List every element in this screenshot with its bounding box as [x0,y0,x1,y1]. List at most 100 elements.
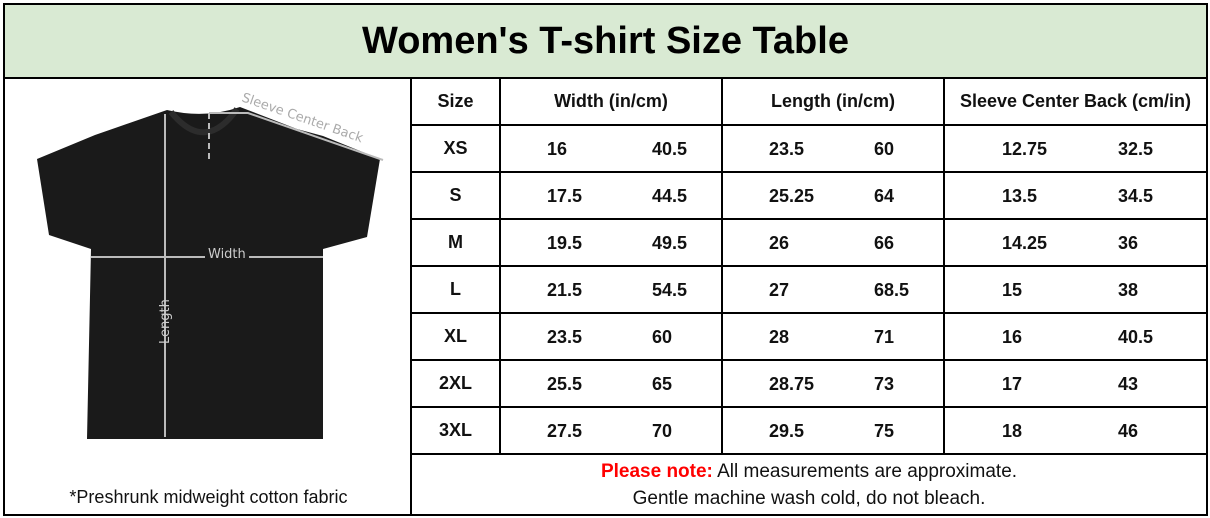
value-l-in: 27 [769,280,790,300]
value-w-cm: 60 [652,327,673,347]
cell-c0: XL [412,314,501,359]
value-size: S [449,185,462,205]
note-line-2: Gentle machine wash cold, do not bleach. [632,488,986,509]
value-l-in: 29.5 [769,421,805,441]
value-l-cm: 68.5 [874,280,910,300]
value-l-cm: 71 [874,327,895,347]
value-size: 3XL [438,420,472,440]
value-w-in: 16 [547,139,568,159]
cell-c0: M [412,220,501,265]
value-s-b: 32.5 [1118,139,1154,159]
cell-c2: 26 66 [723,220,945,265]
value-l-cm: 73 [874,374,895,394]
note-line-1: All measurements are approximate. [717,461,1018,482]
tshirt-illustration-panel: Sleeve Center Back Width Length *Preshru… [5,79,412,514]
page-title: Women's T-shirt Size Table [5,5,1206,79]
cell-c1: 21.5 54.5 [501,267,723,312]
value-s-a: 12.75 [1002,139,1048,159]
cell-c3: 12.75 32.5 [945,126,1206,171]
value-s-b: 36 [1118,233,1139,253]
value-w-cm: 49.5 [652,233,688,253]
value-s-b: 38 [1118,280,1139,300]
cell-c1: 27.5 70 [501,408,723,453]
value-l-in: 26 [769,233,790,253]
note-label: Please note: [600,461,713,482]
value-w-in: 25.5 [547,374,583,394]
table-row: M 19.5 49.5 26 66 14.25 36 [412,220,1206,267]
value-w-in: 19.5 [547,233,583,253]
cell-c0: 3XL [412,408,501,453]
table-row: 3XL 27.5 70 29.5 75 18 46 [412,408,1206,455]
value-size: L [450,279,461,299]
header-size: Size [412,79,501,124]
cell-c2: 28.75 73 [723,361,945,406]
cell-c3: 16 40.5 [945,314,1206,359]
value-s-b: 46 [1118,421,1139,441]
value-w-in: 21.5 [547,280,583,300]
cell-c1: 19.5 49.5 [501,220,723,265]
cell-c0: L [412,267,501,312]
header-width: Width (in/cm) [501,79,723,124]
table-row: XS 16 40.5 23.5 60 12.75 32.5 [412,126,1206,173]
value-s-b: 43 [1118,374,1139,394]
measurement-lines [91,112,384,437]
cell-c3: 15 38 [945,267,1206,312]
fabric-caption: *Preshrunk midweight cotton fabric [69,487,348,507]
value-l-cm: 75 [874,421,895,441]
cell-c2: 29.5 75 [723,408,945,453]
value-w-cm: 40.5 [652,139,688,159]
value-l-cm: 60 [874,139,895,159]
value-w-cm: 70 [652,421,673,441]
width-label: Width [208,247,246,262]
cell-c1: 23.5 60 [501,314,723,359]
value-size: M [448,232,463,252]
cell-c3: 18 46 [945,408,1206,453]
value-s-a: 18 [1002,421,1023,441]
header-sleeve: Sleeve Center Back (cm/in) [959,91,1192,111]
value-l-in: 28.75 [769,374,815,394]
cell-c1: 25.5 65 [501,361,723,406]
cell-c2: 23.5 60 [723,126,945,171]
value-w-cm: 44.5 [652,186,688,206]
cell-c2: 25.25 64 [723,173,945,218]
value-w-in: 27.5 [547,421,583,441]
value-size: XS [443,138,468,158]
table-row: S 17.5 44.5 25.25 64 13.5 34.5 [412,173,1206,220]
value-l-cm: 66 [874,233,895,253]
value-s-b: 34.5 [1118,186,1154,206]
value-l-cm: 64 [874,186,895,206]
header-length: Length (in/cm) [723,79,945,124]
table-row: XL 23.5 60 28 71 16 40.5 [412,314,1206,361]
cell-c1: 16 40.5 [501,126,723,171]
value-w-cm: 54.5 [652,280,688,300]
cell-c0: 2XL [412,361,501,406]
tshirt-icon: Sleeve Center Back Width Length [37,91,384,439]
cell-c3: 13.5 34.5 [945,173,1206,218]
value-s-a: 16 [1002,327,1023,347]
care-note: Please note: All measurements are approx… [412,455,1206,514]
value-s-a: 14.25 [1002,233,1048,253]
value-w-in: 23.5 [547,327,583,347]
length-label: Length [158,299,173,344]
table-header-row: Size Width (in/cm) Length (in/cm) Sleeve… [412,79,1206,126]
value-l-in: 28 [769,327,790,347]
value-size: XL [443,326,467,346]
cell-c2: 28 71 [723,314,945,359]
cell-c3: 17 43 [945,361,1206,406]
table-row: 2XL 25.5 65 28.75 73 17 43 [412,361,1206,408]
cell-c2: 27 68.5 [723,267,945,312]
value-w-in: 17.5 [547,186,583,206]
value-s-a: 17 [1002,374,1023,394]
cell-c0: S [412,173,501,218]
value-l-in: 23.5 [769,139,805,159]
table-row: L 21.5 54.5 27 68.5 15 38 [412,267,1206,314]
size-chart: Women's T-shirt Size Table Sleeve Center… [3,3,1208,516]
value-s-a: 13.5 [1002,186,1038,206]
value-size: 2XL [438,373,472,393]
value-s-b: 40.5 [1118,327,1154,347]
cell-c3: 14.25 36 [945,220,1206,265]
cell-c1: 17.5 44.5 [501,173,723,218]
cell-c0: XS [412,126,501,171]
value-s-a: 15 [1002,280,1023,300]
value-l-in: 25.25 [769,186,815,206]
